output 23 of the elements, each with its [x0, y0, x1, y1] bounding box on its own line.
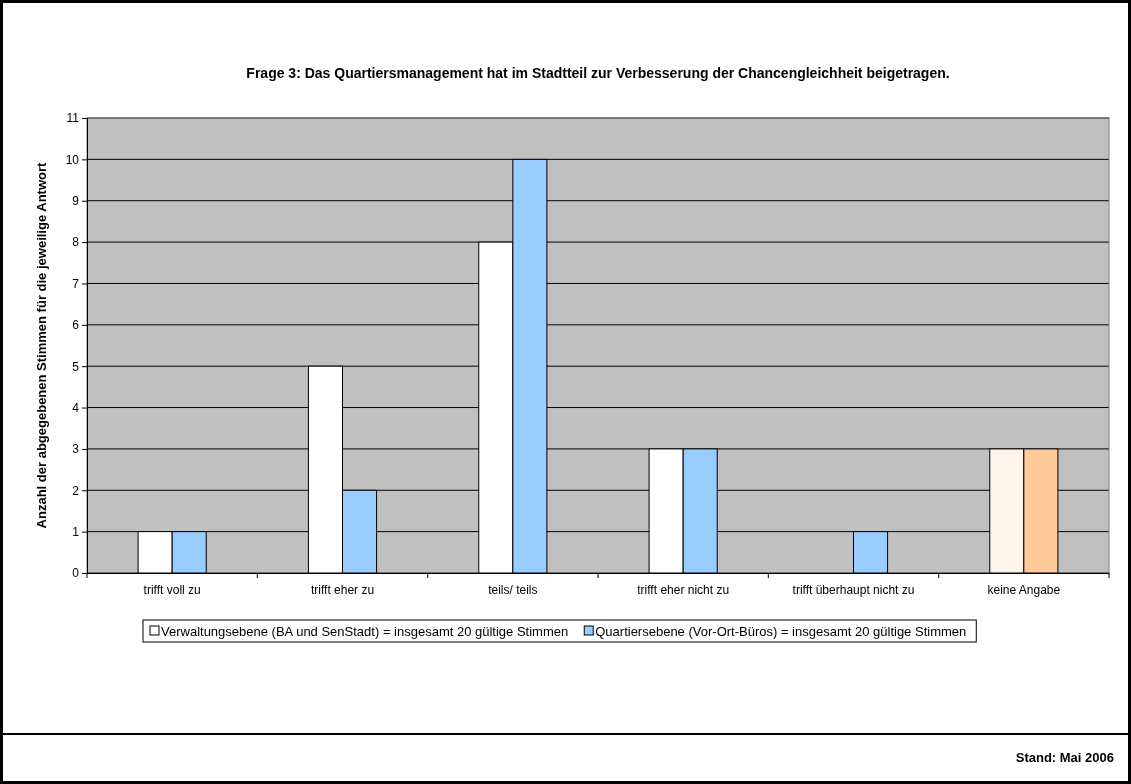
y-tick-label: 6	[72, 318, 80, 333]
x-tick-label: keine Angabe	[987, 582, 1061, 597]
y-tick-label: 5	[72, 359, 80, 374]
x-tick-label: teils/ teils	[488, 582, 538, 597]
legend-label: Quartiersebene (Vor-Ort-Büros) = insgesamt 20 gültige Stimmen	[595, 624, 967, 639]
y-tick-label: 8	[72, 235, 80, 250]
legend-label: Verwaltungsebene (BA und SenStadt) = insgesamt 20 gültige Stimmen	[161, 624, 569, 639]
y-tick-label: 1	[72, 524, 80, 539]
y-tick-label: 10	[65, 152, 80, 167]
y-axis-title: Anzahl der abgegebenen Stimmen für die jeweilige Antwort	[34, 161, 49, 529]
x-tick-label: trifft voll zu	[143, 582, 201, 597]
y-tick-label: 0	[72, 566, 80, 581]
y-tick-label: 2	[72, 483, 80, 498]
x-tick-label: trifft überhaupt nicht zu	[792, 582, 915, 597]
y-tick-label: 3	[72, 442, 80, 457]
text: Stand: Mai 2006	[1015, 750, 1114, 765]
y-tick-label: 4	[72, 400, 80, 415]
x-tick-label: trifft eher nicht zu	[637, 582, 730, 597]
y-tick-label: 11	[66, 111, 80, 126]
x-tick-label: trifft eher zu	[310, 582, 375, 597]
chart-title: Frage 3: Das Quartiersmanagement hat im Stadtteil zur Verbesserung der Chancengleichheit beigetragen.	[246, 65, 950, 81]
y-tick-label: 7	[72, 276, 80, 291]
y-tick-label: 9	[72, 194, 80, 209]
